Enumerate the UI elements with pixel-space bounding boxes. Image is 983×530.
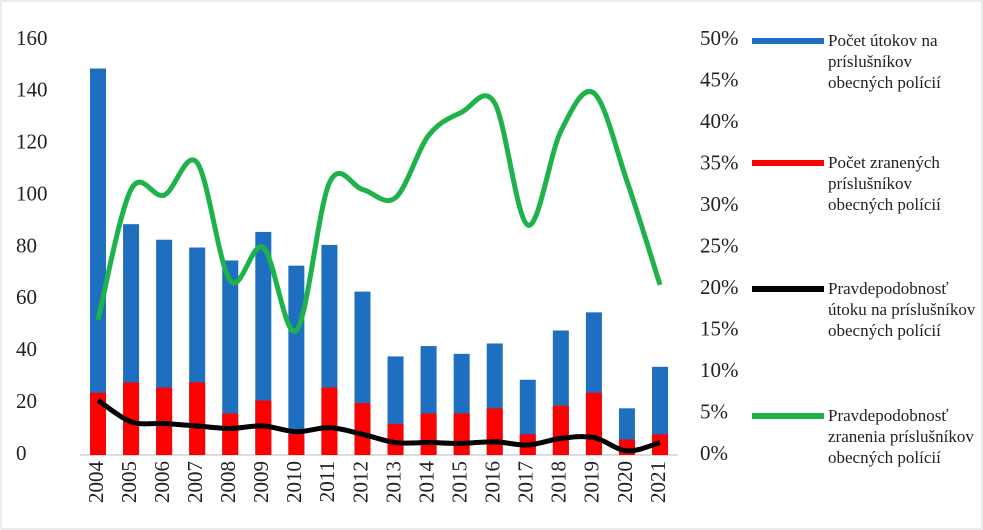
y2-tick-label: 10% <box>700 358 739 382</box>
line-series <box>95 89 663 334</box>
bar <box>354 403 371 455</box>
y2-tick-label: 50% <box>700 26 739 50</box>
y2-tick-label: 40% <box>700 109 739 133</box>
y2-tick-label: 25% <box>700 233 739 257</box>
legend-label: Počet zranených príslušníkov obecných po… <box>828 153 941 214</box>
x-tick-label: 2013 <box>381 461 405 503</box>
y-tick-label: 60 <box>16 285 37 309</box>
x-tick-label: 2014 <box>414 461 438 504</box>
y-tick-label: 100 <box>16 181 48 205</box>
y2-tick-label: 15% <box>700 316 739 340</box>
y-tick-label: 0 <box>16 441 27 465</box>
legend-item: Počet zranených príslušníkov obecných po… <box>752 152 977 215</box>
x-tick-label: 2017 <box>514 461 538 503</box>
bar <box>90 392 106 455</box>
x-tick-label: 2015 <box>447 461 471 503</box>
legend-item: Pravdepodobnosť útoku na príslušníkov ob… <box>752 278 977 341</box>
bar <box>453 413 470 455</box>
bar <box>420 413 437 455</box>
x-tick-label: 2016 <box>481 461 505 503</box>
bar <box>123 382 140 455</box>
y-tick-label: 160 <box>16 26 48 50</box>
y-tick-label: 40 <box>16 337 37 361</box>
x-tick-label: 2004 <box>84 461 108 504</box>
bar <box>288 265 305 455</box>
legend-swatch <box>752 286 824 292</box>
x-tick-label: 2010 <box>282 461 306 503</box>
y-tick-label: 120 <box>16 130 48 154</box>
x-tick-label: 2021 <box>646 461 670 503</box>
bar <box>652 366 669 455</box>
x-tick-label: 2009 <box>249 461 273 503</box>
x-tick-label: 2018 <box>547 461 571 503</box>
y-tick-label: 140 <box>16 78 48 102</box>
legend-swatch <box>752 413 824 419</box>
legend-label: Pravdepodobnosť zranenia príslušníkov ob… <box>828 406 974 467</box>
y2-tick-label: 5% <box>700 399 728 423</box>
y-tick-label: 80 <box>16 233 37 257</box>
legend-item: Pravdepodobnosť zranenia príslušníkov ob… <box>752 405 977 468</box>
y-tick-label: 20 <box>16 389 37 413</box>
bar <box>552 405 569 455</box>
bar <box>321 387 338 455</box>
x-tick-label: 2012 <box>348 461 372 503</box>
x-tick-label: 2019 <box>580 461 604 503</box>
bar <box>486 408 503 455</box>
legend-label: Počet útokov na príslušníkov obecných po… <box>828 31 941 92</box>
legend-swatch <box>752 38 824 44</box>
y2-tick-label: 20% <box>700 275 739 299</box>
x-tick-label: 2020 <box>613 461 637 503</box>
y2-tick-label: 45% <box>700 67 739 91</box>
bar <box>90 68 106 455</box>
bar <box>222 413 239 455</box>
bar <box>255 231 272 455</box>
bar <box>222 260 239 455</box>
y2-tick-label: 0% <box>700 441 728 465</box>
x-tick-label: 2007 <box>183 461 207 503</box>
bar <box>585 392 602 455</box>
x-tick-label: 2006 <box>150 461 174 503</box>
bar <box>387 423 404 455</box>
y2-tick-label: 30% <box>700 192 739 216</box>
bar <box>189 382 206 455</box>
line-series <box>96 398 661 454</box>
legend-item: Počet útokov na príslušníkov obecných po… <box>752 30 977 93</box>
bar <box>288 434 305 455</box>
x-tick-label: 2005 <box>117 461 141 503</box>
legend-label: Pravdepodobnosť útoku na príslušníkov ob… <box>828 279 976 340</box>
y2-tick-label: 35% <box>700 150 739 174</box>
x-tick-label: 2011 <box>315 461 339 502</box>
x-tick-label: 2008 <box>216 461 240 503</box>
legend-swatch <box>752 160 824 166</box>
